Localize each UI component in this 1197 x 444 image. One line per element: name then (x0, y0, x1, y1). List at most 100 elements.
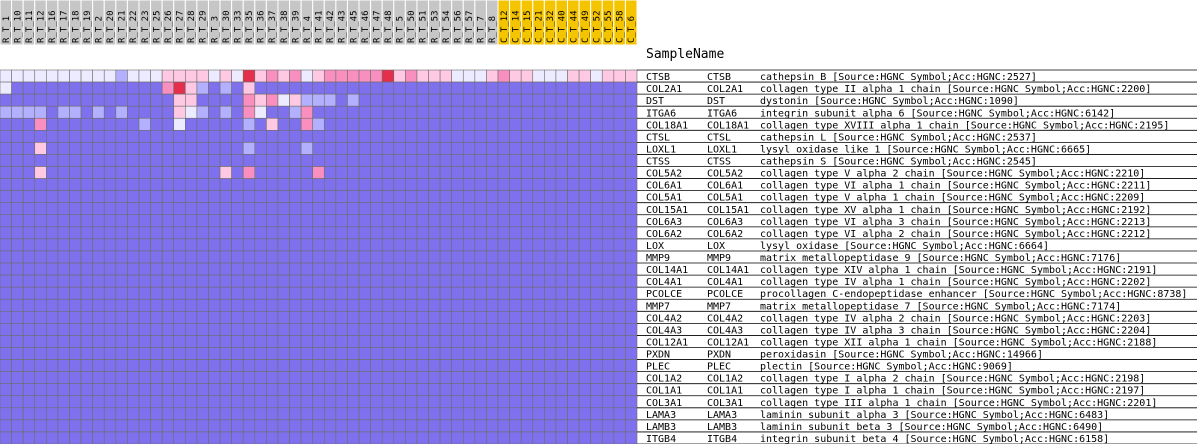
heatmap-cell (277, 419, 290, 433)
heatmap-cell (370, 117, 383, 131)
heatmap-cell (69, 407, 82, 421)
heatmap-cell (323, 347, 337, 360)
heatmap-cell (544, 347, 557, 360)
heatmap-cell (335, 419, 348, 433)
heatmap-cell (544, 431, 557, 444)
heatmap-cell (462, 262, 476, 276)
heatmap-cell (150, 286, 163, 300)
row-probe-label: COL6A1 (646, 181, 682, 192)
heatmap-cell (451, 226, 464, 240)
heatmap-cell (22, 262, 36, 276)
heatmap-cell (46, 202, 59, 216)
row-probe-label: PCOLCE (646, 289, 682, 300)
heatmap-cell (428, 117, 441, 131)
heatmap-cell (405, 298, 418, 312)
row-probe-label: COL5A2 (646, 169, 682, 180)
heatmap-cell (46, 250, 59, 264)
row-description-label: collagen type IV alpha 3 chain [Source:H… (760, 325, 1151, 336)
heatmap-cell (323, 250, 337, 264)
heatmap-cell (474, 383, 487, 397)
heatmap-cell (277, 286, 290, 300)
heatmap-cell (266, 202, 279, 216)
heatmap-cell (115, 274, 128, 288)
heatmap-cell (486, 202, 499, 216)
heatmap-cell (370, 419, 383, 433)
heatmap-cell (497, 190, 510, 204)
heatmap-cell (462, 371, 476, 384)
heatmap-cell (381, 250, 395, 264)
row-probe-label: COL14A1 (646, 265, 688, 276)
heatmap-cell (185, 202, 198, 216)
heatmap-cell (22, 298, 36, 312)
heatmap-cell (451, 250, 464, 264)
heatmap-cell (335, 178, 348, 191)
heatmap-cell (127, 335, 140, 348)
column-label: R_T_10 (13, 10, 23, 43)
heatmap-cell (625, 142, 638, 155)
heatmap-cell (347, 226, 360, 240)
heatmap-cell (138, 298, 151, 312)
heatmap-cell (532, 395, 545, 409)
heatmap-cell (416, 431, 429, 444)
column-label: C_T_21 (535, 10, 545, 43)
heatmap-cell (335, 323, 348, 336)
heatmap-cell (231, 262, 244, 276)
heatmap-cell (370, 262, 383, 276)
heatmap-cell (0, 262, 12, 276)
heatmap-cell (300, 226, 314, 240)
row-symbol-label: CTSB (707, 72, 731, 83)
heatmap-cell (289, 238, 302, 252)
heatmap-cell (46, 286, 59, 300)
heatmap-cell (416, 262, 429, 276)
heatmap-cell (358, 407, 371, 421)
heatmap-cell (289, 274, 302, 288)
heatmap-cell (486, 178, 499, 191)
heatmap-cell (405, 178, 418, 191)
heatmap-cell (439, 383, 452, 397)
heatmap-cell (161, 250, 175, 264)
heatmap-cell (474, 69, 487, 83)
heatmap-cell (289, 347, 302, 360)
heatmap-cell (115, 117, 128, 131)
heatmap-cell (381, 298, 395, 312)
heatmap-cell (428, 335, 441, 348)
heatmap-cell (439, 310, 452, 324)
heatmap-cell (439, 274, 452, 288)
heatmap-cell (578, 395, 591, 409)
heatmap-cell (625, 347, 638, 360)
heatmap-cell (277, 93, 290, 107)
heatmap-cell (405, 335, 418, 348)
heatmap-cell (277, 347, 290, 360)
column-label: R_T_53 (430, 10, 440, 43)
heatmap-cell (208, 93, 221, 107)
heatmap-cell (219, 93, 232, 107)
column-label: C_T_49 (581, 10, 591, 43)
row-description-label: dystonin [Source:HGNC Symbol;Acc:HGNC:10… (760, 96, 1019, 107)
heatmap-cell (520, 323, 534, 336)
heatmap-cell (103, 105, 117, 119)
heatmap-cell (509, 81, 522, 95)
heatmap-cell (80, 431, 93, 444)
heatmap-cell (277, 407, 290, 421)
heatmap-cell (219, 226, 232, 240)
heatmap-cell (381, 81, 395, 95)
heatmap-cell (103, 166, 117, 179)
heatmap-cell (173, 407, 186, 421)
heatmap-cell (520, 262, 534, 276)
heatmap-cell (92, 214, 105, 228)
heatmap-cell (544, 130, 557, 143)
heatmap-cell (0, 105, 12, 119)
heatmap-cell (474, 347, 487, 360)
heatmap-cell (393, 359, 406, 372)
heatmap-cell (266, 105, 279, 119)
heatmap-cell (497, 419, 510, 433)
heatmap-cell (335, 81, 348, 95)
heatmap-cell (161, 371, 175, 384)
heatmap-cell (428, 69, 441, 83)
row-probe-label: COL4A3 (646, 325, 682, 336)
heatmap-cell (138, 359, 151, 372)
heatmap-cell (439, 105, 452, 119)
heatmap-cell (555, 347, 568, 360)
column-label: R_T_27 (176, 10, 186, 43)
heatmap-cell (312, 214, 325, 228)
